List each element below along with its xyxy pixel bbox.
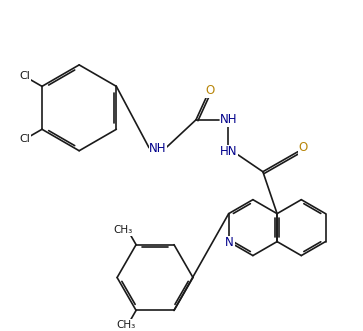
Text: HN: HN bbox=[220, 145, 238, 158]
Text: CH₃: CH₃ bbox=[114, 225, 133, 235]
Text: N: N bbox=[225, 236, 234, 249]
Text: Cl: Cl bbox=[19, 134, 30, 144]
Text: O: O bbox=[298, 141, 307, 154]
Text: NH: NH bbox=[220, 113, 238, 126]
Text: NH: NH bbox=[149, 142, 167, 155]
Text: Cl: Cl bbox=[19, 71, 30, 81]
Text: O: O bbox=[205, 84, 215, 97]
Text: CH₃: CH₃ bbox=[117, 320, 136, 330]
